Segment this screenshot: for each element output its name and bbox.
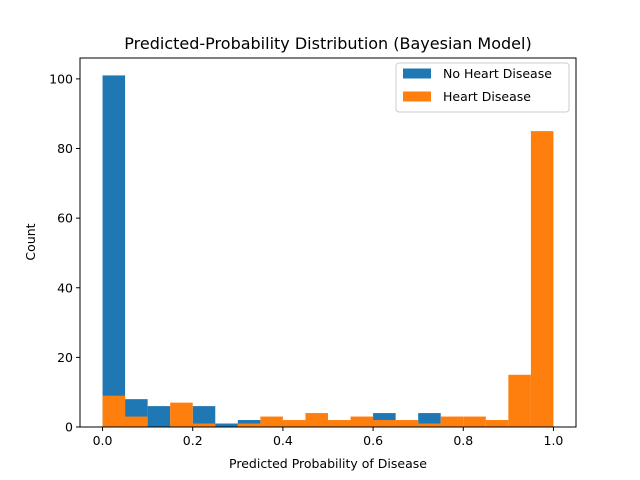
bar-heart-disease-13 <box>395 420 419 427</box>
x-tick-label-1: 0.2 <box>183 433 203 448</box>
chart-title: Predicted-Probability Distribution (Baye… <box>124 34 531 53</box>
x-tick-label-3: 0.6 <box>363 433 383 448</box>
plot-frame <box>79 57 577 428</box>
bars-layer <box>102 75 554 428</box>
bar-heart-disease-3 <box>170 402 193 427</box>
bar-heart-disease-7 <box>260 416 283 427</box>
bar-heart-disease-4 <box>192 423 216 427</box>
bar-no-heart-disease-4 <box>192 406 216 427</box>
bar-no-heart-disease-5 <box>215 423 238 427</box>
bar-heart-disease-6 <box>237 423 261 427</box>
y-tick-label-0: 0 <box>65 420 73 435</box>
y-axis-label: Count <box>23 223 38 260</box>
legend-frame <box>395 62 570 113</box>
bar-heart-disease-10 <box>328 420 351 427</box>
bar-heart-disease-0 <box>102 395 126 427</box>
y-tick-label-1: 20 <box>57 350 73 365</box>
bar-heart-disease-15 <box>440 416 464 427</box>
bar-heart-disease-8 <box>282 420 306 427</box>
x-tick-label-2: 0.4 <box>273 433 293 448</box>
x-tick-label-4: 0.8 <box>453 433 473 448</box>
bar-heart-disease-16 <box>463 416 486 427</box>
bar-heart-disease-18 <box>508 374 531 427</box>
legend-label-heart-disease: Heart Disease <box>443 89 531 104</box>
y-tick-label-5: 100 <box>49 71 73 86</box>
legend-label-no-heart-disease: No Heart Disease <box>443 66 552 81</box>
bar-heart-disease-12 <box>373 420 396 427</box>
x-axis-ticks: 0.0 0.2 0.4 0.6 0.8 1.0 <box>93 427 564 448</box>
bar-heart-disease-17 <box>485 420 509 427</box>
y-tick-label-3: 60 <box>57 211 73 226</box>
bar-heart-disease-11 <box>350 416 374 427</box>
bar-heart-disease-19 <box>530 131 554 428</box>
bar-heart-disease-9 <box>305 413 328 427</box>
bar-heart-disease-1 <box>125 416 148 427</box>
x-tick-label-0: 0.0 <box>93 433 113 448</box>
legend-swatch-heart-disease <box>403 91 431 102</box>
legend-swatch-no-heart-disease <box>403 68 431 79</box>
bar-no-heart-disease-0 <box>102 75 126 427</box>
y-tick-label-2: 40 <box>57 280 73 295</box>
bar-no-heart-disease-2 <box>147 406 171 427</box>
x-tick-label-5: 1.0 <box>544 433 564 448</box>
x-axis-label: Predicted Probability of Disease <box>229 456 427 471</box>
legend: No Heart Disease Heart Disease <box>395 62 570 113</box>
y-tick-label-4: 80 <box>57 141 73 156</box>
bar-heart-disease-14 <box>418 423 441 427</box>
y-axis-ticks: 0 20 40 60 80 100 <box>49 71 80 435</box>
